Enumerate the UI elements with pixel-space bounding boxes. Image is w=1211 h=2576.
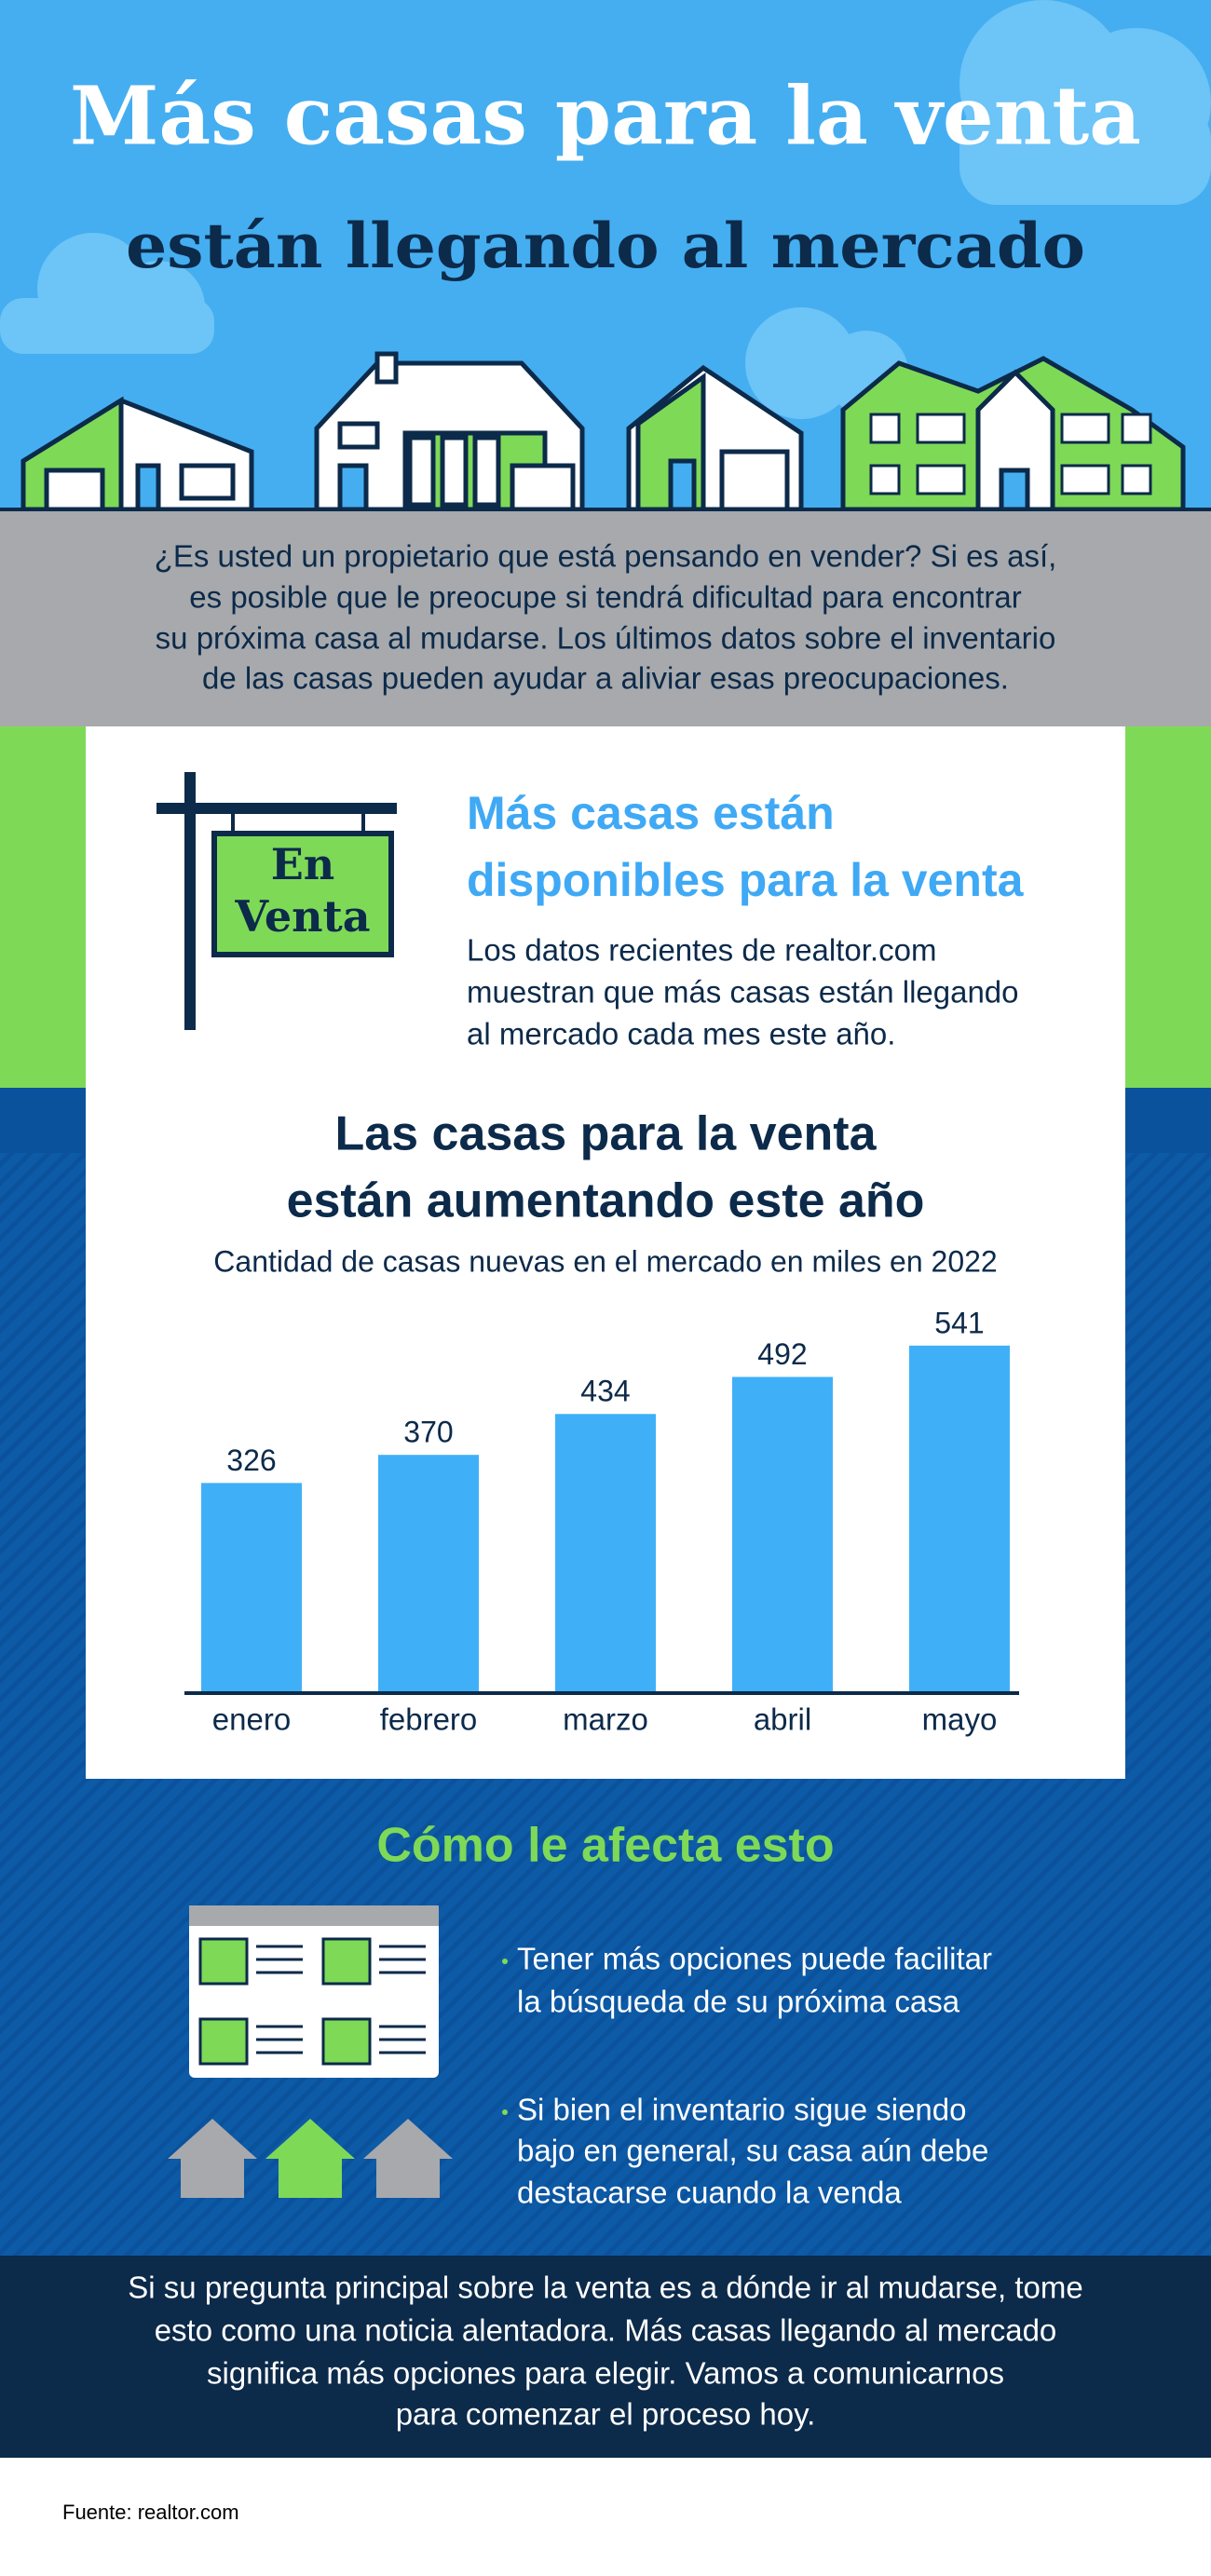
sign-text: Venta: [234, 891, 370, 942]
bullet-text: la búsqueda de su próxima casa: [517, 1985, 960, 2019]
bullet-text: bajo en general, su casa aún debe: [517, 2134, 988, 2168]
chart-subtitle: Cantidad de casas nuevas en el mercado e…: [213, 1244, 997, 1278]
value-label: 326: [226, 1444, 276, 1477]
intro-line: ¿Es usted un propietario que está pensan…: [155, 539, 1057, 574]
sign: En Venta: [156, 772, 397, 1030]
closing-line: Si su pregunta principal sobre la venta …: [128, 2271, 1082, 2305]
x-tick-label: enero: [212, 1702, 291, 1737]
subtitle: están llegando al mercado: [126, 210, 1085, 282]
value-label: 541: [934, 1306, 984, 1339]
title: Más casas para la venta: [70, 70, 1141, 164]
clouds: [0, 0, 1211, 419]
bar-chart: 326 enero 370 febrero 434 marzo 492 abril 541 may…: [201, 1306, 1010, 1737]
value-label: 492: [757, 1337, 807, 1371]
section-body: al mercado cada mes este año.: [467, 1017, 895, 1051]
intro-text: ¿Es usted un propietario que está pensan…: [155, 539, 1057, 696]
house-icons: [168, 2119, 453, 2198]
section-body: Los datos recientes de realtor.com: [467, 933, 936, 968]
intro-band: [0, 509, 1211, 726]
source: Fuente: realtor.com: [62, 2501, 239, 2524]
intro-line: es posible que le preocupe si tendrá dif…: [189, 580, 1021, 615]
house-windows: [869, 413, 1152, 495]
bar: [201, 1483, 302, 1691]
x-tick-label: mayo: [922, 1702, 998, 1737]
closing-line: esto como una noticia alentadora. Más ca…: [155, 2313, 1057, 2348]
chart-title: están aumentando este año: [287, 1174, 925, 1228]
bullet-text: destacarse cuando la venda: [517, 2176, 902, 2210]
bar: [378, 1455, 479, 1691]
section-heading: Cómo le afecta esto: [376, 1819, 834, 1873]
section-body: muestran que más casas están llegando: [467, 975, 1019, 1010]
bar: [909, 1345, 1010, 1691]
closing-band: [0, 2256, 1211, 2458]
closing-line: significa más opciones para elegir. Vamo…: [207, 2356, 1004, 2391]
sign-text: En: [271, 839, 335, 889]
section-heading: disponibles para la venta: [467, 854, 1025, 906]
value-label: 370: [403, 1416, 453, 1449]
x-tick-label: marzo: [563, 1702, 648, 1737]
intro-line: de las casas pueden ayudar a aliviar esa…: [202, 661, 1009, 696]
bar: [732, 1376, 833, 1691]
closing-text: Si su pregunta principal sobre la venta …: [128, 2271, 1082, 2432]
x-tick-label: abril: [754, 1702, 811, 1737]
value-label: 434: [580, 1375, 630, 1408]
chart-title: Las casas para la venta: [334, 1107, 877, 1161]
section-heading: Más casas están: [467, 787, 835, 839]
intro-line: su próxima casa al mudarse. Los últimos …: [156, 621, 1056, 656]
x-tick-label: febrero: [380, 1702, 478, 1737]
bar: [555, 1414, 656, 1691]
bullets: Tener más opciones puede facilitar la bú…: [502, 1942, 992, 2210]
listing-icon: [189, 1905, 439, 2078]
bullet-text: Si bien el inventario sigue siendo: [517, 2093, 966, 2127]
closing-line: para comenzar el proceso hoy.: [396, 2397, 816, 2432]
bullet-text: Tener más opciones puede facilitar: [517, 1942, 992, 1976]
